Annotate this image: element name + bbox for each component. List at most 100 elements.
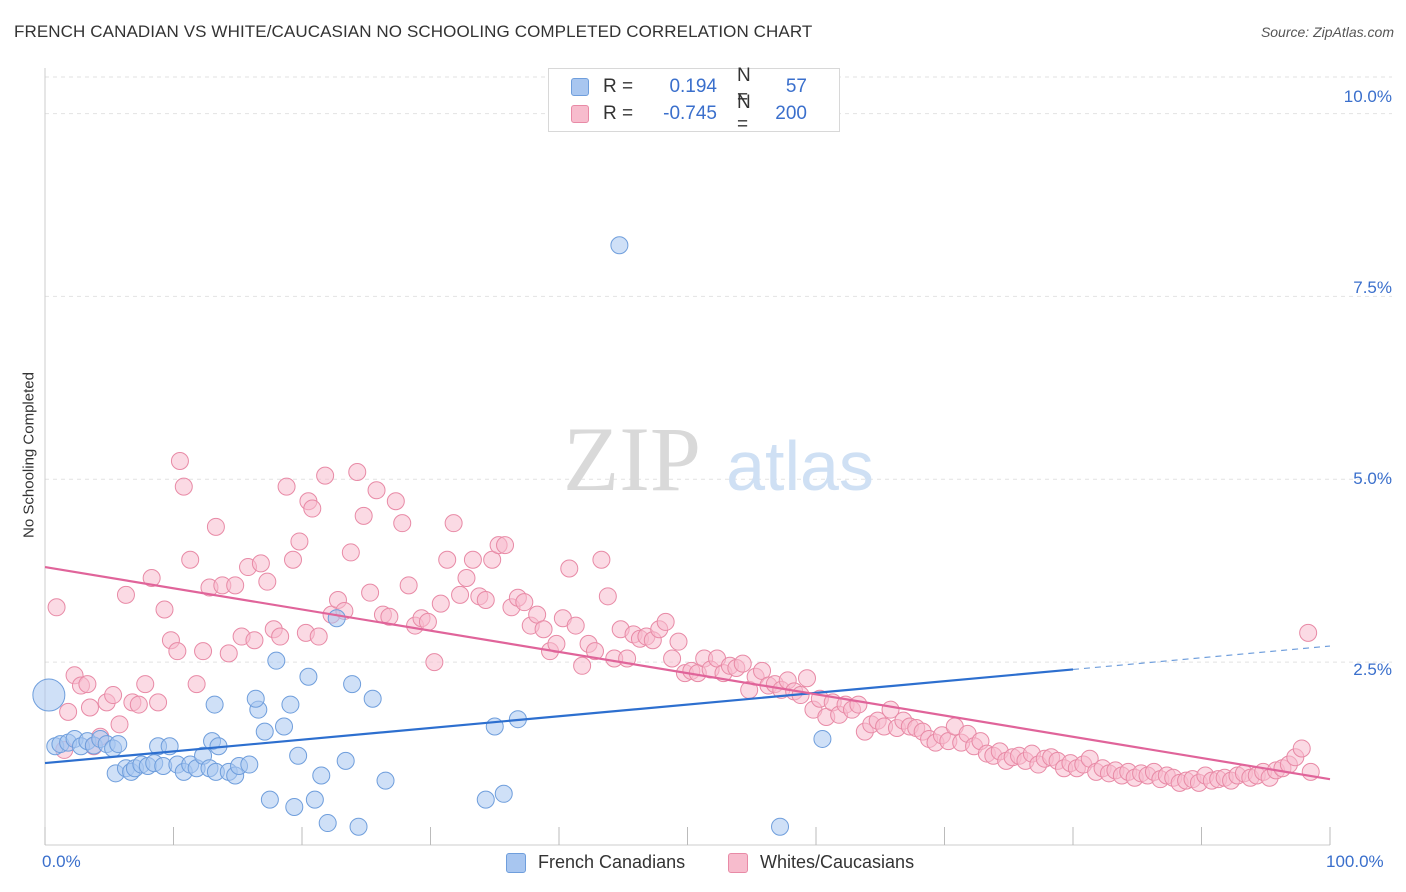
- white-caucasian-point: [284, 550, 303, 569]
- white-caucasian-point: [1292, 739, 1311, 758]
- white-caucasian-point: [573, 656, 592, 675]
- white-caucasian-point: [116, 585, 135, 604]
- n-value: 200: [775, 103, 807, 124]
- legend-swatch-blue: [571, 78, 589, 96]
- white-caucasian-point: [251, 554, 270, 573]
- n-value: 57: [785, 76, 807, 97]
- r-value: 0.194: [669, 76, 717, 97]
- french-canadian-point: [289, 746, 308, 765]
- white-caucasian-point: [592, 550, 611, 569]
- points: [32, 236, 1320, 836]
- white-caucasian-point: [534, 620, 553, 639]
- white-caucasian-point: [399, 576, 418, 595]
- legend-item-whites[interactable]: Whites/Caucasians: [728, 852, 914, 873]
- white-caucasian-point: [354, 506, 373, 525]
- french-canadian-point: [349, 817, 368, 836]
- white-caucasian-point: [560, 559, 579, 578]
- french-canadian-point: [275, 717, 294, 736]
- white-caucasian-point: [59, 702, 78, 721]
- white-caucasian-point: [142, 569, 161, 588]
- legend-label: French Canadians: [538, 852, 686, 872]
- white-caucasian-point: [219, 644, 238, 663]
- white-caucasian-point: [733, 654, 752, 673]
- white-caucasian-point: [226, 576, 245, 595]
- white-caucasian-point: [258, 572, 277, 591]
- white-caucasian-point: [438, 550, 457, 569]
- french-canadian-point: [205, 695, 224, 714]
- white-caucasian-point: [669, 632, 688, 651]
- french-canadian-point: [255, 722, 274, 741]
- french-canadian-point: [267, 651, 286, 670]
- white-caucasian-point: [271, 627, 290, 646]
- french-canadian-trend-line: [44, 668, 1074, 765]
- french-canadian-point: [771, 817, 790, 836]
- white-caucasian-point: [110, 715, 129, 734]
- white-caucasian-point: [585, 642, 604, 661]
- white-caucasian-point: [181, 550, 200, 569]
- watermark-zip: ZIP: [563, 408, 701, 510]
- french-canadian-point: [363, 689, 382, 708]
- french-canadian-point: [299, 667, 318, 686]
- white-caucasian-point: [663, 649, 682, 668]
- white-caucasian-point: [463, 550, 482, 569]
- white-caucasian-point: [496, 536, 515, 555]
- white-caucasian-point: [393, 514, 412, 533]
- white-caucasian-point: [476, 590, 495, 609]
- white-caucasian-point: [149, 693, 168, 712]
- white-caucasian-point: [431, 594, 450, 613]
- white-caucasian-point: [361, 583, 380, 602]
- legend-bottom: French Canadians Whites/Caucasians: [0, 852, 1406, 878]
- white-caucasian-point: [656, 612, 675, 631]
- white-caucasian-point: [457, 569, 476, 588]
- white-caucasian-point: [367, 481, 386, 500]
- french-canadian-point: [109, 735, 128, 754]
- white-caucasian-point: [277, 477, 296, 496]
- white-caucasian-point: [598, 587, 617, 606]
- watermark: ZIP atlas: [563, 408, 874, 510]
- french-canadian-point: [336, 751, 355, 770]
- white-caucasian-point: [515, 593, 534, 612]
- french-canadian-point: [494, 784, 513, 803]
- legend-swatch-pink: [728, 852, 748, 873]
- white-caucasian-point: [566, 616, 585, 635]
- n-label: N =: [737, 65, 751, 108]
- white-caucasian-point: [425, 653, 444, 672]
- y-tick-10-0: 10.0%: [1343, 87, 1392, 106]
- white-caucasian-point: [316, 466, 335, 485]
- white-caucasian-point: [187, 675, 206, 694]
- white-caucasian-point: [798, 669, 817, 688]
- white-caucasian-point: [303, 499, 322, 518]
- white-caucasian-point: [380, 607, 399, 626]
- white-caucasian-point: [1299, 623, 1318, 642]
- white-caucasian-point: [168, 642, 187, 661]
- n-label: N =: [737, 92, 751, 135]
- axes: [44, 68, 1331, 846]
- french-canadian-point: [281, 695, 300, 714]
- french-canadian-point: [343, 675, 362, 694]
- x-tick-max: 100.0%: [1326, 852, 1384, 871]
- white-caucasian-point: [78, 675, 97, 694]
- chart-title: FRENCH CANADIAN VS WHITE/CAUCASIAN NO SC…: [14, 22, 813, 41]
- white-caucasian-point: [194, 642, 213, 661]
- y-tick-5-0: 5.0%: [1353, 469, 1392, 488]
- white-caucasian-point: [129, 695, 148, 714]
- white-caucasian-point: [155, 600, 174, 619]
- white-caucasian-point: [174, 477, 193, 496]
- y-tick-2-5: 2.5%: [1353, 660, 1392, 679]
- white-caucasian-point: [418, 612, 437, 631]
- white-caucasian-point: [170, 452, 189, 470]
- y-tick-7-5: 7.5%: [1353, 278, 1392, 297]
- french-canadian-trend-extension: [1072, 645, 1331, 671]
- white-caucasian-point: [290, 532, 309, 551]
- french-canadian-point: [327, 609, 346, 628]
- legend-item-french-canadians[interactable]: French Canadians: [506, 852, 685, 873]
- legend-row-french-canadians: R = 0.194 N = 57: [571, 65, 807, 108]
- white-caucasian-point: [136, 675, 155, 694]
- legend-swatch-pink: [571, 105, 589, 123]
- white-caucasian-trend-line: [44, 565, 1331, 781]
- white-caucasian-point: [348, 462, 367, 481]
- trend-lines: [44, 565, 1331, 781]
- french-canadian-point: [318, 814, 337, 833]
- white-caucasian-point: [341, 543, 360, 562]
